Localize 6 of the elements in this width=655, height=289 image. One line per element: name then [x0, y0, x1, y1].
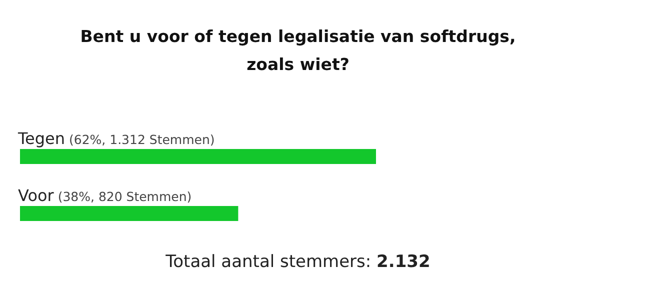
text: Totaal aantal stemmers: 2.132 [164, 252, 430, 272]
y-tick-label: Tegen [18, 129, 66, 148]
data-label: (62%, 1.312 Stemmen) [65, 132, 215, 147]
chart-title: Bent u voor of tegen legalisatie van softdrugs, zoals wiet? [80, 27, 516, 74]
y-tick-label: Voor [18, 186, 54, 205]
data-label: (38%, 820 Stemmen) [54, 189, 192, 204]
